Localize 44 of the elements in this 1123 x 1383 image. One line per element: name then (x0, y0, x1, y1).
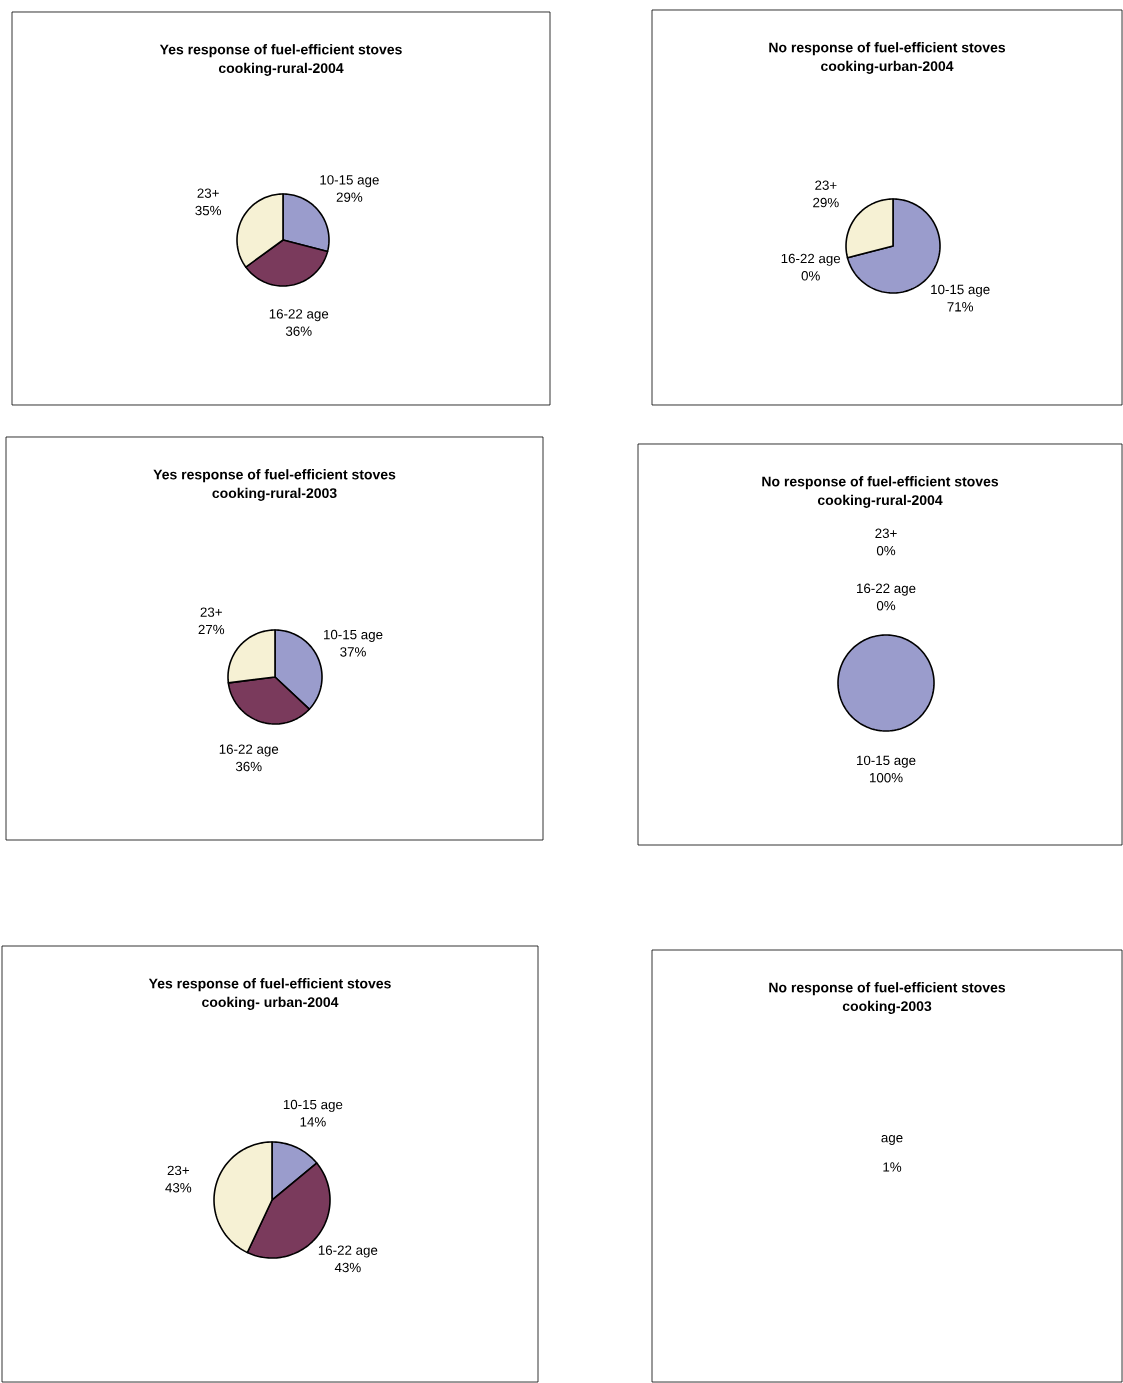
text: 0% (801, 271, 820, 281)
slice-label: 10-15 age (283, 1099, 343, 1112)
data-label: 27% (198, 624, 225, 635)
slice-label: 23+ (200, 607, 222, 617)
data-label: 29% (336, 192, 363, 202)
data-label: 100% (869, 772, 903, 783)
text: 1% (883, 1162, 902, 1172)
chart-subtitle: cooking-urban-2004 (821, 60, 954, 74)
text: age (881, 1135, 903, 1145)
chart-title: No response of fuel-efficient stoves (762, 476, 999, 490)
data-label: 36% (235, 761, 262, 772)
slice-label: 23+ (197, 188, 219, 198)
data-label: 43% (165, 1183, 192, 1193)
chart-subtitle: cooking- urban-2004 (202, 996, 339, 1010)
data-label: 37% (340, 647, 366, 657)
data-label: 14% (300, 1117, 326, 1127)
slice-label: 10-15 age (324, 629, 383, 642)
category-label: 23+ (875, 528, 897, 539)
text: 0% (876, 545, 896, 556)
text: cooking-2003 (842, 1000, 932, 1014)
category-label: 16-22 age (857, 583, 916, 596)
chart-subtitle: cooking-rural-2003 (212, 487, 337, 501)
slice-label: 23+ (815, 180, 837, 190)
data-label: 36% (285, 326, 312, 336)
chart-subtitle: cooking-rural-2004 (218, 62, 344, 76)
text: 0% (876, 600, 896, 611)
slice-label: 16-22 age (318, 1245, 378, 1258)
slice-label: 10-15 age (857, 755, 916, 768)
chart-subtitle: cooking-rural-2004 (817, 494, 943, 508)
slice-label: 23+ (167, 1165, 189, 1176)
chart-title: Yes response of fuel-efficient stoves (153, 469, 396, 483)
chart-title: Yes response of fuel-efficient stoves (148, 978, 391, 992)
slice-label: 16-22 age (219, 744, 279, 757)
slice-label: 10-15 age (931, 284, 990, 297)
data-label: 35% (195, 205, 222, 216)
data-label: 29% (813, 197, 839, 208)
slice-label: 10-15 age (320, 175, 379, 188)
data-label: 43% (334, 1262, 361, 1273)
chart-title: Yes response of fuel-efficient stoves (159, 44, 402, 58)
slice-label: 16-22 age (269, 309, 329, 322)
category-label: 16-22 age (781, 253, 841, 266)
text: No response of fuel-efficient stoves (769, 982, 1006, 996)
data-label: 71% (947, 302, 974, 312)
chart-title: No response of fuel-efficient stoves (769, 42, 1006, 56)
